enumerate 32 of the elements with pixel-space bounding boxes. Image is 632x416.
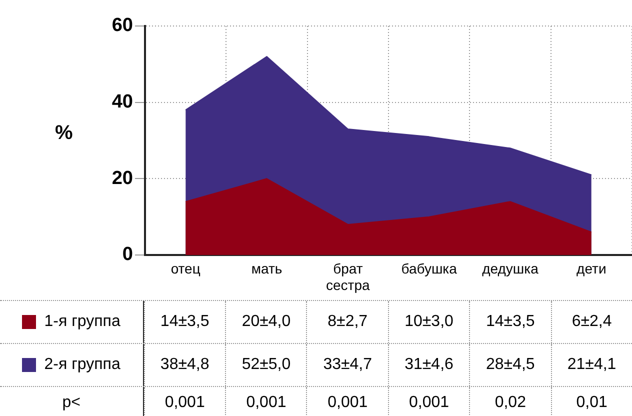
data-label: 38±4,8	[144, 344, 226, 386]
y-tick-label: 40	[112, 92, 133, 113]
legend-label: 1-я группа	[44, 313, 120, 331]
text: p<	[0, 387, 144, 416]
x-tick-label: отец	[170, 260, 200, 276]
x-tick-label: дети	[576, 260, 606, 276]
data-label: 52±5,0	[225, 344, 306, 386]
y-tick-label: 20	[112, 168, 133, 189]
y-tick-label: 0	[122, 244, 133, 266]
text: 0,01	[550, 387, 632, 416]
data-label: 21±4,1	[550, 344, 632, 386]
text: 0,001	[388, 387, 470, 416]
text: 0,001	[225, 387, 306, 416]
x-tick-label: дедушка	[482, 260, 539, 276]
x-tick-label: мать	[251, 260, 282, 276]
data-label: 6±2,4	[550, 301, 632, 343]
data-label: 31±4,6	[388, 344, 470, 386]
data-label: 14±3,5	[469, 301, 551, 343]
data-label: 28±4,5	[469, 344, 551, 386]
legend-label: 2-я группа	[44, 356, 120, 374]
data-label: 10±3,0	[388, 301, 470, 343]
data-label: 33±4,7	[306, 344, 388, 386]
y-tick-label: 60	[112, 15, 133, 36]
text: 0,02	[469, 387, 551, 416]
y-axis-title: %	[55, 122, 73, 145]
text: 0,001	[306, 387, 388, 416]
x-tick-label: брат сестра	[326, 260, 370, 294]
data-label: 20±4,0	[225, 301, 306, 343]
data-label: 8±2,7	[306, 301, 388, 343]
data-label: 14±3,5	[144, 301, 226, 343]
x-tick-label: бабушка	[401, 260, 458, 276]
text: 0,001	[144, 387, 226, 416]
